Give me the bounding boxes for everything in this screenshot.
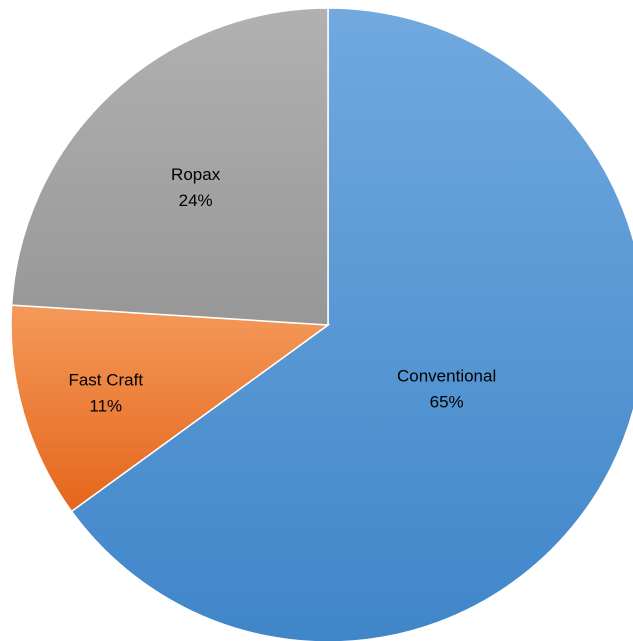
slice-category-label: Conventional <box>397 366 496 385</box>
slice-percent-label: 65% <box>430 392 464 411</box>
slice-category-label: Fast Craft <box>68 371 143 390</box>
slice-category-label: Ropax <box>171 165 221 184</box>
slice-percent-label: 24% <box>179 191 213 210</box>
slice-percent-label: 11% <box>89 397 122 416</box>
pie-slices <box>11 8 633 641</box>
pie-slice-ropax <box>12 8 328 325</box>
